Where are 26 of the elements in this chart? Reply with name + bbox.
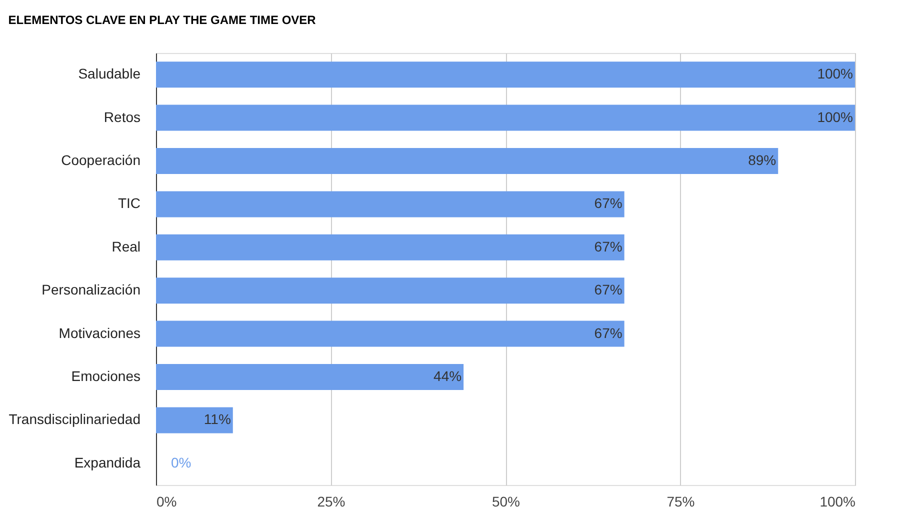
- data-label: 100%: [817, 66, 853, 82]
- y-tick-label: Emociones: [71, 368, 140, 384]
- y-tick-label: Retos: [104, 108, 140, 125]
- chart-title: ELEMENTOS CLAVE EN PLAY THE GAME TIME OVER: [8, 13, 316, 27]
- y-tick-label: Cooperación: [61, 152, 140, 168]
- y-tick-label: Saludable: [78, 66, 141, 82]
- y-tick-label: Expandida: [74, 454, 141, 470]
- data-label: 67%: [594, 195, 622, 212]
- x-tick-label: 100%: [820, 494, 856, 510]
- data-label: 100%: [817, 108, 853, 125]
- data-label: 0%: [171, 454, 192, 470]
- data-label: 44%: [434, 368, 462, 384]
- y-tick-label: Personalización: [42, 282, 140, 298]
- data-label: 67%: [594, 324, 622, 341]
- data-label: 11%: [204, 411, 231, 428]
- y-tick-label: Transdisciplinariedad: [8, 411, 140, 428]
- x-tick-label: 25%: [317, 494, 346, 510]
- y-tick-label: TIC: [118, 195, 140, 212]
- x-tick-label: 75%: [666, 494, 695, 510]
- data-label: 89%: [748, 152, 776, 168]
- data-label: 67%: [594, 282, 622, 298]
- data-label: 67%: [594, 238, 622, 254]
- x-tick-label: 50%: [492, 494, 520, 510]
- y-tick-label: Motivaciones: [58, 324, 140, 341]
- x-tick-label: 0%: [156, 494, 177, 510]
- y-tick-label: Real: [112, 238, 140, 254]
